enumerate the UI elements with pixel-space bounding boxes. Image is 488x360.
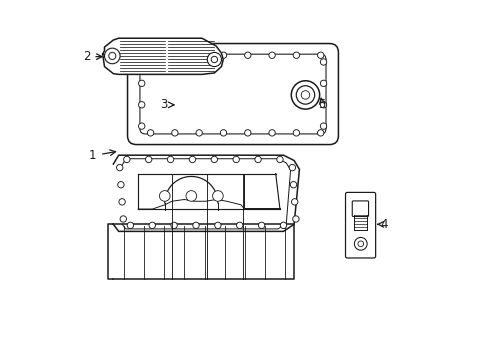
- Circle shape: [159, 191, 170, 201]
- Circle shape: [116, 165, 122, 171]
- Circle shape: [145, 156, 152, 163]
- Circle shape: [288, 165, 295, 171]
- Circle shape: [119, 199, 125, 205]
- Polygon shape: [113, 224, 293, 279]
- Circle shape: [293, 52, 299, 58]
- Circle shape: [120, 216, 126, 222]
- Circle shape: [196, 130, 202, 136]
- Circle shape: [207, 53, 221, 67]
- Circle shape: [244, 130, 250, 136]
- Circle shape: [147, 52, 153, 58]
- Circle shape: [212, 191, 223, 201]
- Circle shape: [189, 156, 195, 163]
- Polygon shape: [108, 224, 113, 279]
- Circle shape: [185, 191, 196, 201]
- FancyBboxPatch shape: [140, 54, 325, 134]
- Circle shape: [290, 181, 296, 188]
- Circle shape: [211, 56, 217, 63]
- Circle shape: [138, 59, 144, 65]
- Circle shape: [320, 80, 326, 86]
- Circle shape: [244, 52, 250, 58]
- Circle shape: [258, 222, 264, 229]
- Circle shape: [138, 80, 144, 86]
- Circle shape: [317, 52, 323, 58]
- Circle shape: [354, 238, 366, 250]
- Circle shape: [196, 52, 202, 58]
- Text: 5: 5: [317, 98, 325, 111]
- Circle shape: [268, 52, 275, 58]
- Text: 1: 1: [88, 149, 96, 162]
- Circle shape: [171, 52, 178, 58]
- Circle shape: [232, 156, 239, 163]
- Circle shape: [192, 222, 199, 229]
- Circle shape: [236, 222, 243, 229]
- Circle shape: [276, 156, 283, 163]
- Circle shape: [123, 156, 130, 163]
- Circle shape: [220, 130, 226, 136]
- Circle shape: [211, 156, 217, 163]
- Circle shape: [147, 130, 153, 136]
- Circle shape: [138, 102, 144, 108]
- Circle shape: [320, 102, 326, 108]
- Circle shape: [320, 123, 326, 129]
- Circle shape: [296, 86, 314, 104]
- Circle shape: [357, 241, 363, 247]
- Text: 4: 4: [380, 218, 387, 231]
- Circle shape: [301, 91, 309, 99]
- Circle shape: [292, 216, 299, 222]
- Circle shape: [291, 199, 297, 205]
- Circle shape: [167, 156, 173, 163]
- Text: 3: 3: [160, 98, 167, 111]
- Circle shape: [138, 123, 144, 129]
- Circle shape: [214, 222, 221, 229]
- Circle shape: [118, 181, 124, 188]
- Circle shape: [108, 53, 116, 59]
- Polygon shape: [113, 155, 299, 231]
- FancyBboxPatch shape: [351, 201, 368, 216]
- Circle shape: [149, 222, 155, 229]
- Text: 2: 2: [83, 50, 90, 63]
- Circle shape: [127, 222, 133, 229]
- Circle shape: [268, 130, 275, 136]
- Polygon shape: [102, 38, 223, 75]
- FancyBboxPatch shape: [345, 192, 375, 258]
- Circle shape: [104, 48, 120, 64]
- Circle shape: [171, 130, 178, 136]
- Circle shape: [317, 130, 323, 136]
- Circle shape: [320, 59, 326, 65]
- Circle shape: [254, 156, 261, 163]
- Circle shape: [293, 130, 299, 136]
- FancyBboxPatch shape: [127, 44, 338, 145]
- Circle shape: [171, 222, 177, 229]
- Circle shape: [280, 222, 286, 229]
- Circle shape: [291, 81, 319, 109]
- Circle shape: [220, 52, 226, 58]
